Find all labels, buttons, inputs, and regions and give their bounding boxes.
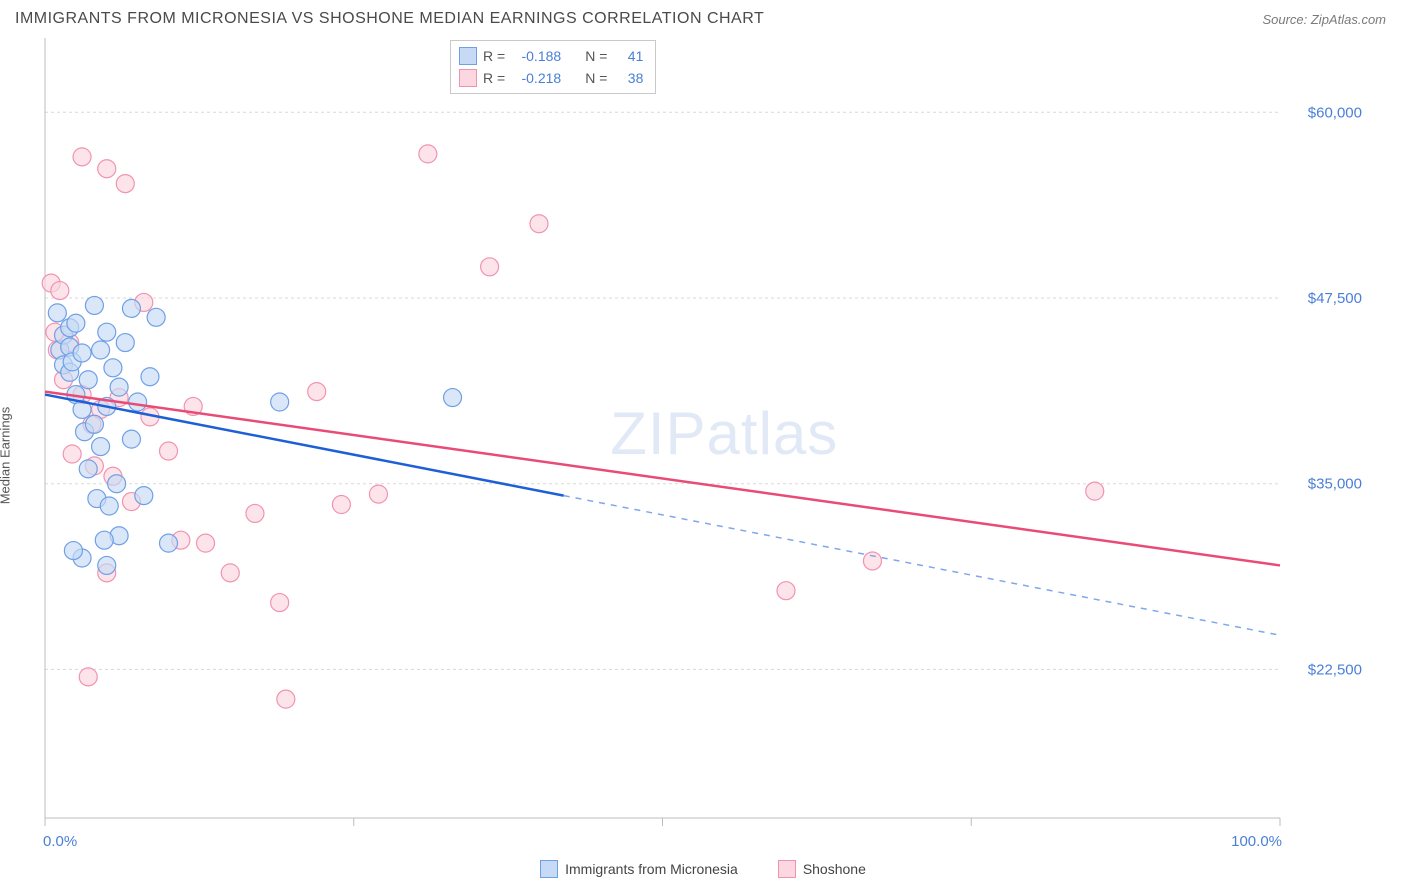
stats-row-series-2: R = -0.218 N = 38 [459, 67, 643, 89]
n-value-1: 41 [613, 48, 643, 64]
n-value-2: 38 [613, 70, 643, 86]
r-label: R = [483, 48, 505, 64]
legend-item-1: Immigrants from Micronesia [540, 860, 738, 878]
svg-text:$47,500: $47,500 [1308, 290, 1362, 307]
y-axis-label: Median Earnings [0, 407, 13, 505]
legend-label-2: Shoshone [803, 861, 866, 877]
chart-title: IMMIGRANTS FROM MICRONESIA VS SHOSHONE M… [15, 10, 764, 28]
n-label: N = [585, 70, 607, 86]
svg-text:0.0%: 0.0% [43, 833, 77, 850]
svg-text:100.0%: 100.0% [1231, 833, 1282, 850]
stats-legend-box: R = -0.188 N = 41 R = -0.218 N = 38 [450, 40, 656, 94]
legend-item-2: Shoshone [778, 860, 866, 878]
r-value-2: -0.218 [511, 70, 561, 86]
n-label: N = [585, 48, 607, 64]
scatter-chart: ZIPatlas $22,500 $35,000 $47,500 $60,000 0.0%… [15, 38, 1370, 858]
r-label: R = [483, 70, 505, 86]
chart-container: Median Earnings ZIPatlas$22,500$35,000$4… [15, 38, 1386, 858]
svg-text:ZIPatlas: ZIPatlas [610, 400, 838, 467]
source-attribution: Source: ZipAtlas.com [1262, 12, 1386, 27]
swatch-series-2 [459, 69, 477, 87]
stats-row-series-1: R = -0.188 N = 41 [459, 45, 643, 67]
swatch-series-1 [540, 860, 558, 878]
svg-text:$60,000: $60,000 [1308, 104, 1362, 121]
svg-text:$22,500: $22,500 [1308, 661, 1362, 678]
bottom-legend: Immigrants from Micronesia Shoshone [0, 860, 1406, 878]
swatch-series-2 [778, 860, 796, 878]
swatch-series-1 [459, 47, 477, 65]
svg-text:$35,000: $35,000 [1308, 476, 1362, 493]
legend-label-1: Immigrants from Micronesia [565, 861, 738, 877]
r-value-1: -0.188 [511, 48, 561, 64]
